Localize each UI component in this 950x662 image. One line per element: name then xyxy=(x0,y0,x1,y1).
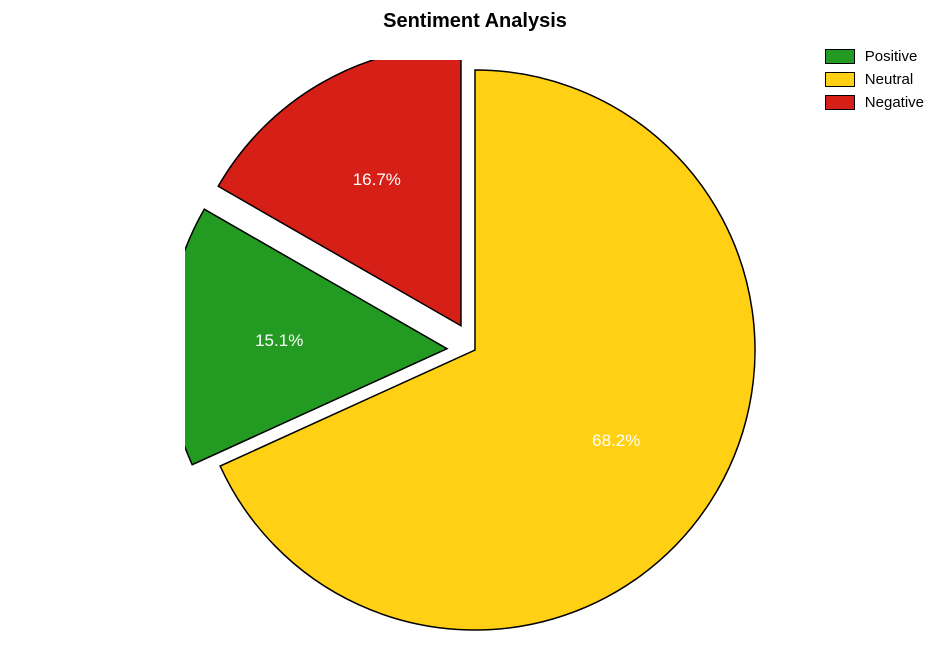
legend-label-positive: Positive xyxy=(865,48,918,65)
legend-item-positive: Positive xyxy=(825,48,924,65)
legend: Positive Neutral Negative xyxy=(825,48,924,111)
legend-swatch-negative xyxy=(825,95,855,110)
slice-label-neutral: 68.2% xyxy=(592,431,640,451)
legend-item-neutral: Neutral xyxy=(825,71,924,88)
slice-label-negative: 16.7% xyxy=(353,170,401,190)
legend-label-negative: Negative xyxy=(865,94,924,111)
slice-label-positive: 15.1% xyxy=(255,331,303,351)
legend-swatch-neutral xyxy=(825,72,855,87)
legend-swatch-positive xyxy=(825,49,855,64)
chart-title: Sentiment Analysis xyxy=(0,10,950,33)
legend-item-negative: Negative xyxy=(825,94,924,111)
legend-label-neutral: Neutral xyxy=(865,71,913,88)
